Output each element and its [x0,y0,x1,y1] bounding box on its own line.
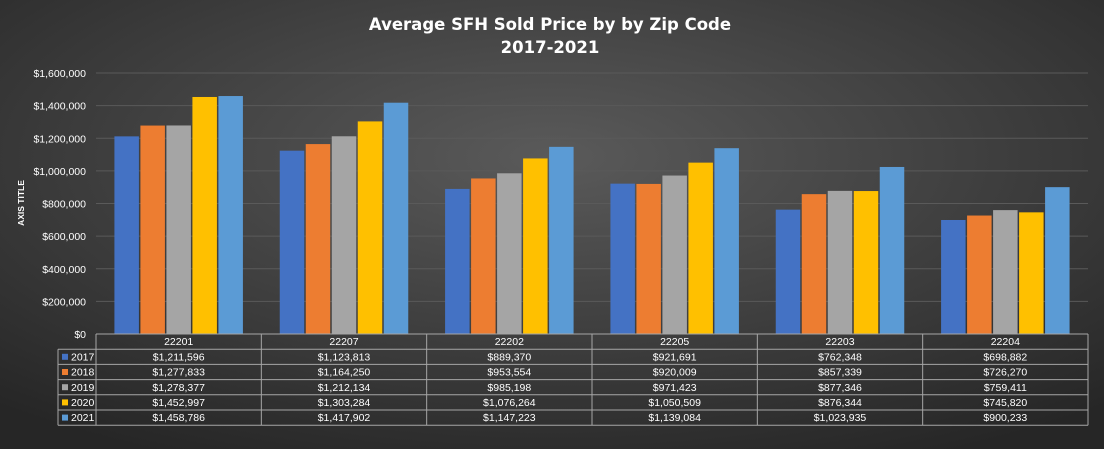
legend-key-2019 [62,384,68,391]
bar-2020-22201 [192,96,217,335]
legend-label-2019: 2019 [71,382,95,394]
data-label: $1,211,596 [153,351,205,363]
bar-2018-22204 [967,215,992,334]
bar-2020-22205 [688,162,713,334]
x-tick-label: 22203 [825,336,854,348]
bar-2020-22204 [1019,212,1044,334]
bar-2018-22207 [305,144,331,334]
data-label: $971,423 [653,382,697,394]
bar-2017-22207 [279,150,305,334]
data-label: $921,691 [653,351,697,363]
x-tick-label: 22204 [991,336,1020,348]
y-tick-label: $600,000 [42,231,86,243]
bar-2017-22205 [610,183,635,334]
bar-2017-22202 [445,188,470,334]
legend-label-2018: 2018 [71,367,95,379]
data-table: 22201 22207 22202 22205 22203 22204 2017 $1,211… [57,333,1089,426]
bar-2019-22202 [497,173,522,334]
legend-label-2021: 2021 [71,412,95,424]
bar-2018-22202 [471,178,496,334]
data-label: $1,023,935 [814,412,867,424]
y-tick-label: $1,200,000 [33,133,86,145]
data-label: $876,344 [818,397,862,409]
y-tick-label: $200,000 [42,296,86,308]
x-tick-label: 22205 [660,336,689,348]
y-tick-label: $400,000 [42,264,86,276]
data-label: $759,411 [984,382,1027,394]
data-label: $1,123,813 [318,351,371,363]
bar-2021-22201 [218,96,243,335]
bar-2019-22203 [827,190,853,334]
data-label: $762,348 [818,351,862,363]
legend-key-2021 [62,414,68,421]
y-tick-label: $800,000 [42,199,86,211]
y-tick-label: $1,600,000 [33,68,86,80]
data-label: $889,370 [487,351,531,363]
data-label: $1,278,377 [152,382,205,394]
bar-2021-22204 [1045,187,1070,334]
data-label: $877,346 [818,382,862,394]
bar-2021-22203 [879,166,905,334]
bar-2017-22201 [114,136,139,334]
bar-2020-22207 [357,121,383,334]
data-label: $1,277,833 [152,367,205,379]
data-label: $1,164,250 [318,367,371,379]
data-label: $920,009 [653,367,697,379]
y-tick-label: $1,400,000 [33,101,86,113]
data-label: $1,076,264 [483,397,536,409]
bar-2019-22205 [662,175,687,334]
bar-2019-22204 [993,210,1018,334]
bar-2019-22201 [166,125,191,334]
bar-2021-22205 [714,148,739,334]
bar-2017-22203 [775,209,801,334]
bar-2020-22203 [853,191,879,334]
data-label: $1,303,284 [318,397,371,409]
data-label: $985,198 [487,382,531,394]
chart-title: Average SFH Sold Price by by Zip Code [369,15,731,34]
x-tick-label: 22207 [329,336,358,348]
data-label: $726,270 [983,367,1027,379]
data-label: $1,050,509 [648,397,701,409]
chart-subtitle: 2017-2021 [501,38,600,57]
legend-key-2017 [62,353,68,360]
data-label: $857,339 [818,367,862,379]
y-axis-ticks: $0 $200,000 $400,000 $600,000 $800,000 $1,000… [33,68,86,341]
data-label: $1,452,997 [152,397,205,409]
x-tick-label: 22201 [164,336,193,348]
bar-2020-22202 [523,158,548,334]
legend-key-2018 [62,369,68,375]
data-label: $1,417,902 [318,412,371,424]
y-tick-label: $0 [74,329,86,341]
bar-2021-22207 [383,102,409,334]
data-label: $953,554 [487,367,531,379]
data-label: $745,820 [983,397,1027,409]
y-axis-title: AXIS TITLE [16,180,26,226]
data-label: $1,139,084 [648,412,701,424]
bar-2019-22207 [331,136,357,334]
legend-key-2020 [62,399,68,406]
data-label: $900,233 [983,412,1027,424]
y-tick-label: $1,000,000 [33,166,86,178]
x-tick-label: 22202 [495,336,524,348]
data-label: $1,147,223 [483,412,536,424]
bar-2018-22205 [636,183,661,334]
bar-2018-22203 [801,194,827,334]
data-label: $1,212,134 [318,382,371,394]
legend-label-2017: 2017 [71,351,95,363]
data-label: $698,882 [983,351,1027,363]
bars [114,96,1070,335]
legend-label-2020: 2020 [71,397,95,409]
bar-2017-22204 [941,219,966,334]
bar-2018-22201 [140,125,165,334]
data-label: $1,458,786 [152,412,205,424]
bar-2021-22202 [549,146,574,334]
